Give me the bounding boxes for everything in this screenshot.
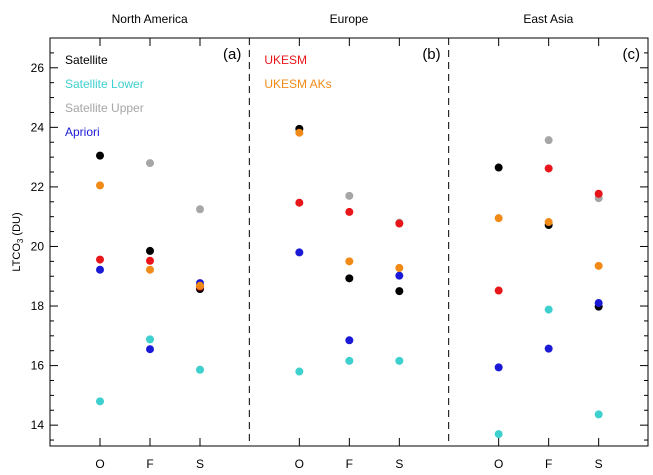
data-point	[345, 356, 354, 365]
data-point	[96, 255, 104, 264]
y-tick-label: 22	[31, 180, 45, 194]
y-tick-label: 18	[31, 299, 45, 313]
data-point	[345, 336, 354, 345]
panel-title: East Asia	[523, 12, 573, 26]
data-point	[146, 246, 154, 255]
x-tick-label: O	[95, 457, 104, 471]
data-point	[544, 218, 553, 227]
data-point	[494, 363, 503, 372]
data-point	[345, 207, 354, 216]
data-point	[96, 397, 104, 406]
x-tick-label: F	[146, 457, 153, 471]
data-point	[544, 136, 553, 145]
y-tick-label: 14	[31, 418, 45, 432]
data-point	[594, 189, 603, 198]
x-tick-label: F	[545, 457, 552, 471]
data-point	[295, 248, 304, 257]
data-point	[146, 345, 154, 354]
y-tick-label: 26	[31, 61, 45, 75]
x-tick-label: S	[395, 457, 403, 471]
plot-frame	[49, 37, 649, 447]
y-axis-label: LTCO3 (DU)	[11, 212, 25, 271]
data-point	[544, 305, 553, 314]
x-tick-label: S	[595, 457, 603, 471]
data-point	[96, 265, 104, 274]
data-point	[395, 271, 404, 280]
labels-layer: 14 16 18 20 22 24 26 LTCO3 (DU) North America (a)…	[11, 12, 640, 471]
panel-tag: (b)	[422, 46, 440, 63]
y-tick-label: 20	[31, 239, 45, 253]
panel-tag: (a)	[223, 46, 241, 63]
data-point	[494, 163, 503, 172]
data-point	[295, 367, 304, 376]
data-point	[196, 281, 204, 290]
data-point	[345, 257, 354, 266]
data-point	[146, 256, 154, 265]
data-point	[345, 191, 354, 200]
panel-title: North America	[112, 12, 188, 26]
x-tick-label: F	[346, 457, 353, 471]
data-point	[494, 430, 503, 439]
y-tick-label: 24	[31, 120, 45, 134]
data-point	[395, 263, 404, 272]
legend-entry: UKESM AKs	[264, 77, 331, 91]
data-point	[594, 261, 603, 270]
data-point	[494, 214, 503, 223]
x-tick-label: S	[196, 457, 204, 471]
data-point	[544, 344, 553, 353]
data-point	[196, 205, 204, 214]
x-tick-label: O	[295, 457, 304, 471]
axes-layer	[49, 37, 649, 447]
data-point	[146, 265, 154, 274]
data-point	[96, 151, 104, 160]
data-point	[196, 365, 204, 374]
legend-entry: Apriori	[65, 125, 100, 139]
x-tick-label: O	[494, 457, 503, 471]
data-point	[395, 219, 404, 228]
legend-entry: Satellite	[65, 53, 108, 67]
panel-tag: (c)	[623, 46, 641, 63]
data-point	[295, 128, 304, 137]
legend-entry: UKESM	[264, 53, 307, 67]
y-tick-label: 16	[31, 359, 45, 373]
data-point	[345, 274, 354, 283]
data-point	[594, 299, 603, 308]
data-point	[544, 164, 553, 173]
data-point	[395, 356, 404, 365]
data-point	[494, 286, 503, 295]
data-point	[295, 198, 304, 207]
data-point	[146, 335, 154, 344]
points-layer	[96, 124, 603, 439]
legend-entry: Satellite Upper	[65, 101, 144, 115]
data-point	[594, 410, 603, 419]
data-point	[395, 287, 404, 296]
panel-title: Europe	[330, 12, 369, 26]
legend-entry: Satellite Lower	[65, 77, 144, 91]
data-point	[96, 181, 104, 190]
data-point	[146, 159, 154, 168]
